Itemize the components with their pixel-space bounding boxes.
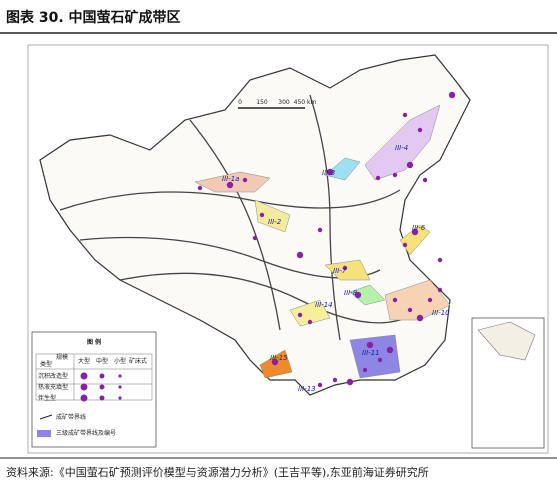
zone-label: III-8	[344, 289, 358, 297]
deposit-dot	[362, 367, 368, 373]
zone-label: III-4	[395, 144, 408, 152]
deposit-dot	[402, 242, 408, 248]
deposit-dot	[375, 175, 381, 181]
legend-row: 热液充填型	[38, 383, 68, 391]
deposit-dot	[392, 297, 398, 303]
country-outline	[39, 54, 471, 396]
deposit-dot	[437, 287, 443, 293]
deposit-dot	[252, 235, 258, 241]
legend-symbol	[99, 384, 105, 390]
deposit-dot	[417, 127, 423, 133]
deposit-dot	[427, 297, 433, 303]
deposit-dots	[197, 91, 456, 388]
deposit-dot	[448, 91, 456, 99]
deposit-dot	[422, 177, 428, 183]
zone-label: III-14	[315, 301, 333, 309]
deposit-dot	[416, 314, 424, 322]
deposit-dot	[366, 341, 374, 349]
zone-label: III-15	[270, 354, 288, 362]
legend-symbol	[118, 374, 122, 378]
legend-column: 矿床式	[129, 357, 147, 365]
legend-column: 中型	[96, 357, 108, 365]
legend-row: 沉积改造型	[38, 372, 68, 380]
deposit-dot	[437, 257, 443, 263]
legend-symbol	[118, 385, 122, 389]
title: 图表 30. 中国萤石矿成带区	[6, 9, 181, 26]
legend-symbol	[99, 395, 105, 401]
deposit-dot	[297, 312, 303, 318]
deposit-dot	[307, 319, 313, 325]
source: 资料来源:《中国萤石矿预测评价模型与资源潜力分析》(王吉平等),东亚前海证券研究…	[6, 465, 429, 479]
legend-line-1	[39, 414, 53, 420]
scale-label: 150	[256, 99, 268, 106]
legend-table	[35, 353, 153, 401]
deposit-dot	[346, 378, 354, 386]
zone-label: III-7	[333, 267, 347, 275]
deposit-dot	[392, 172, 398, 178]
deposit-dot	[326, 168, 334, 176]
legend-line-2	[37, 430, 51, 437]
legend-symbol	[99, 373, 105, 379]
zone-label: III-11	[362, 349, 380, 357]
legend-title: 图 例	[87, 338, 101, 346]
deposit-dot	[402, 112, 408, 118]
deposit-dot	[406, 161, 414, 169]
deposit-dot	[242, 177, 248, 183]
legend-symbol	[80, 394, 88, 402]
legend-row: 伴生型	[38, 394, 56, 402]
scale-label: 450 km	[294, 99, 317, 106]
legend-column: 小型	[114, 357, 126, 365]
deposit-dot	[407, 307, 413, 313]
deposit-dot	[226, 181, 234, 189]
deposit-dot	[342, 265, 348, 271]
legend-symbol	[80, 383, 88, 391]
deposit-dot	[332, 377, 338, 383]
deposit-dot	[259, 212, 265, 218]
scale-label: 0	[238, 99, 242, 106]
legend-symbol	[80, 372, 88, 380]
legend-column: 大型	[78, 357, 90, 365]
deposit-dot	[386, 346, 394, 354]
legend-line-label: 三级成矿带界线及编号	[56, 429, 116, 437]
legend-corner: 规模	[56, 353, 68, 361]
deposit-dot	[411, 228, 419, 236]
deposit-dot	[271, 358, 279, 366]
zone-label: III-6	[412, 224, 426, 232]
deposit-dot	[377, 357, 383, 363]
scale-label: 300	[278, 99, 290, 106]
legend-frame	[31, 331, 157, 448]
legend-line-label: 成矿带界线	[56, 413, 86, 421]
inset-land	[477, 321, 536, 361]
deposit-dot	[296, 251, 304, 259]
legend-type: 类型	[40, 360, 52, 368]
zone-label: III-1a	[222, 175, 239, 183]
zone-label: III-2	[268, 218, 282, 226]
deposit-dot	[197, 185, 203, 191]
deposit-dot	[354, 291, 362, 299]
zone-label: III-10	[432, 309, 450, 317]
zones-shaded	[194, 104, 451, 379]
deposit-dot	[317, 382, 323, 388]
zone-label: III-3	[322, 169, 335, 177]
deposit-dot	[317, 227, 323, 233]
legend-symbol	[118, 396, 122, 400]
zone-label: III-13	[298, 385, 316, 393]
